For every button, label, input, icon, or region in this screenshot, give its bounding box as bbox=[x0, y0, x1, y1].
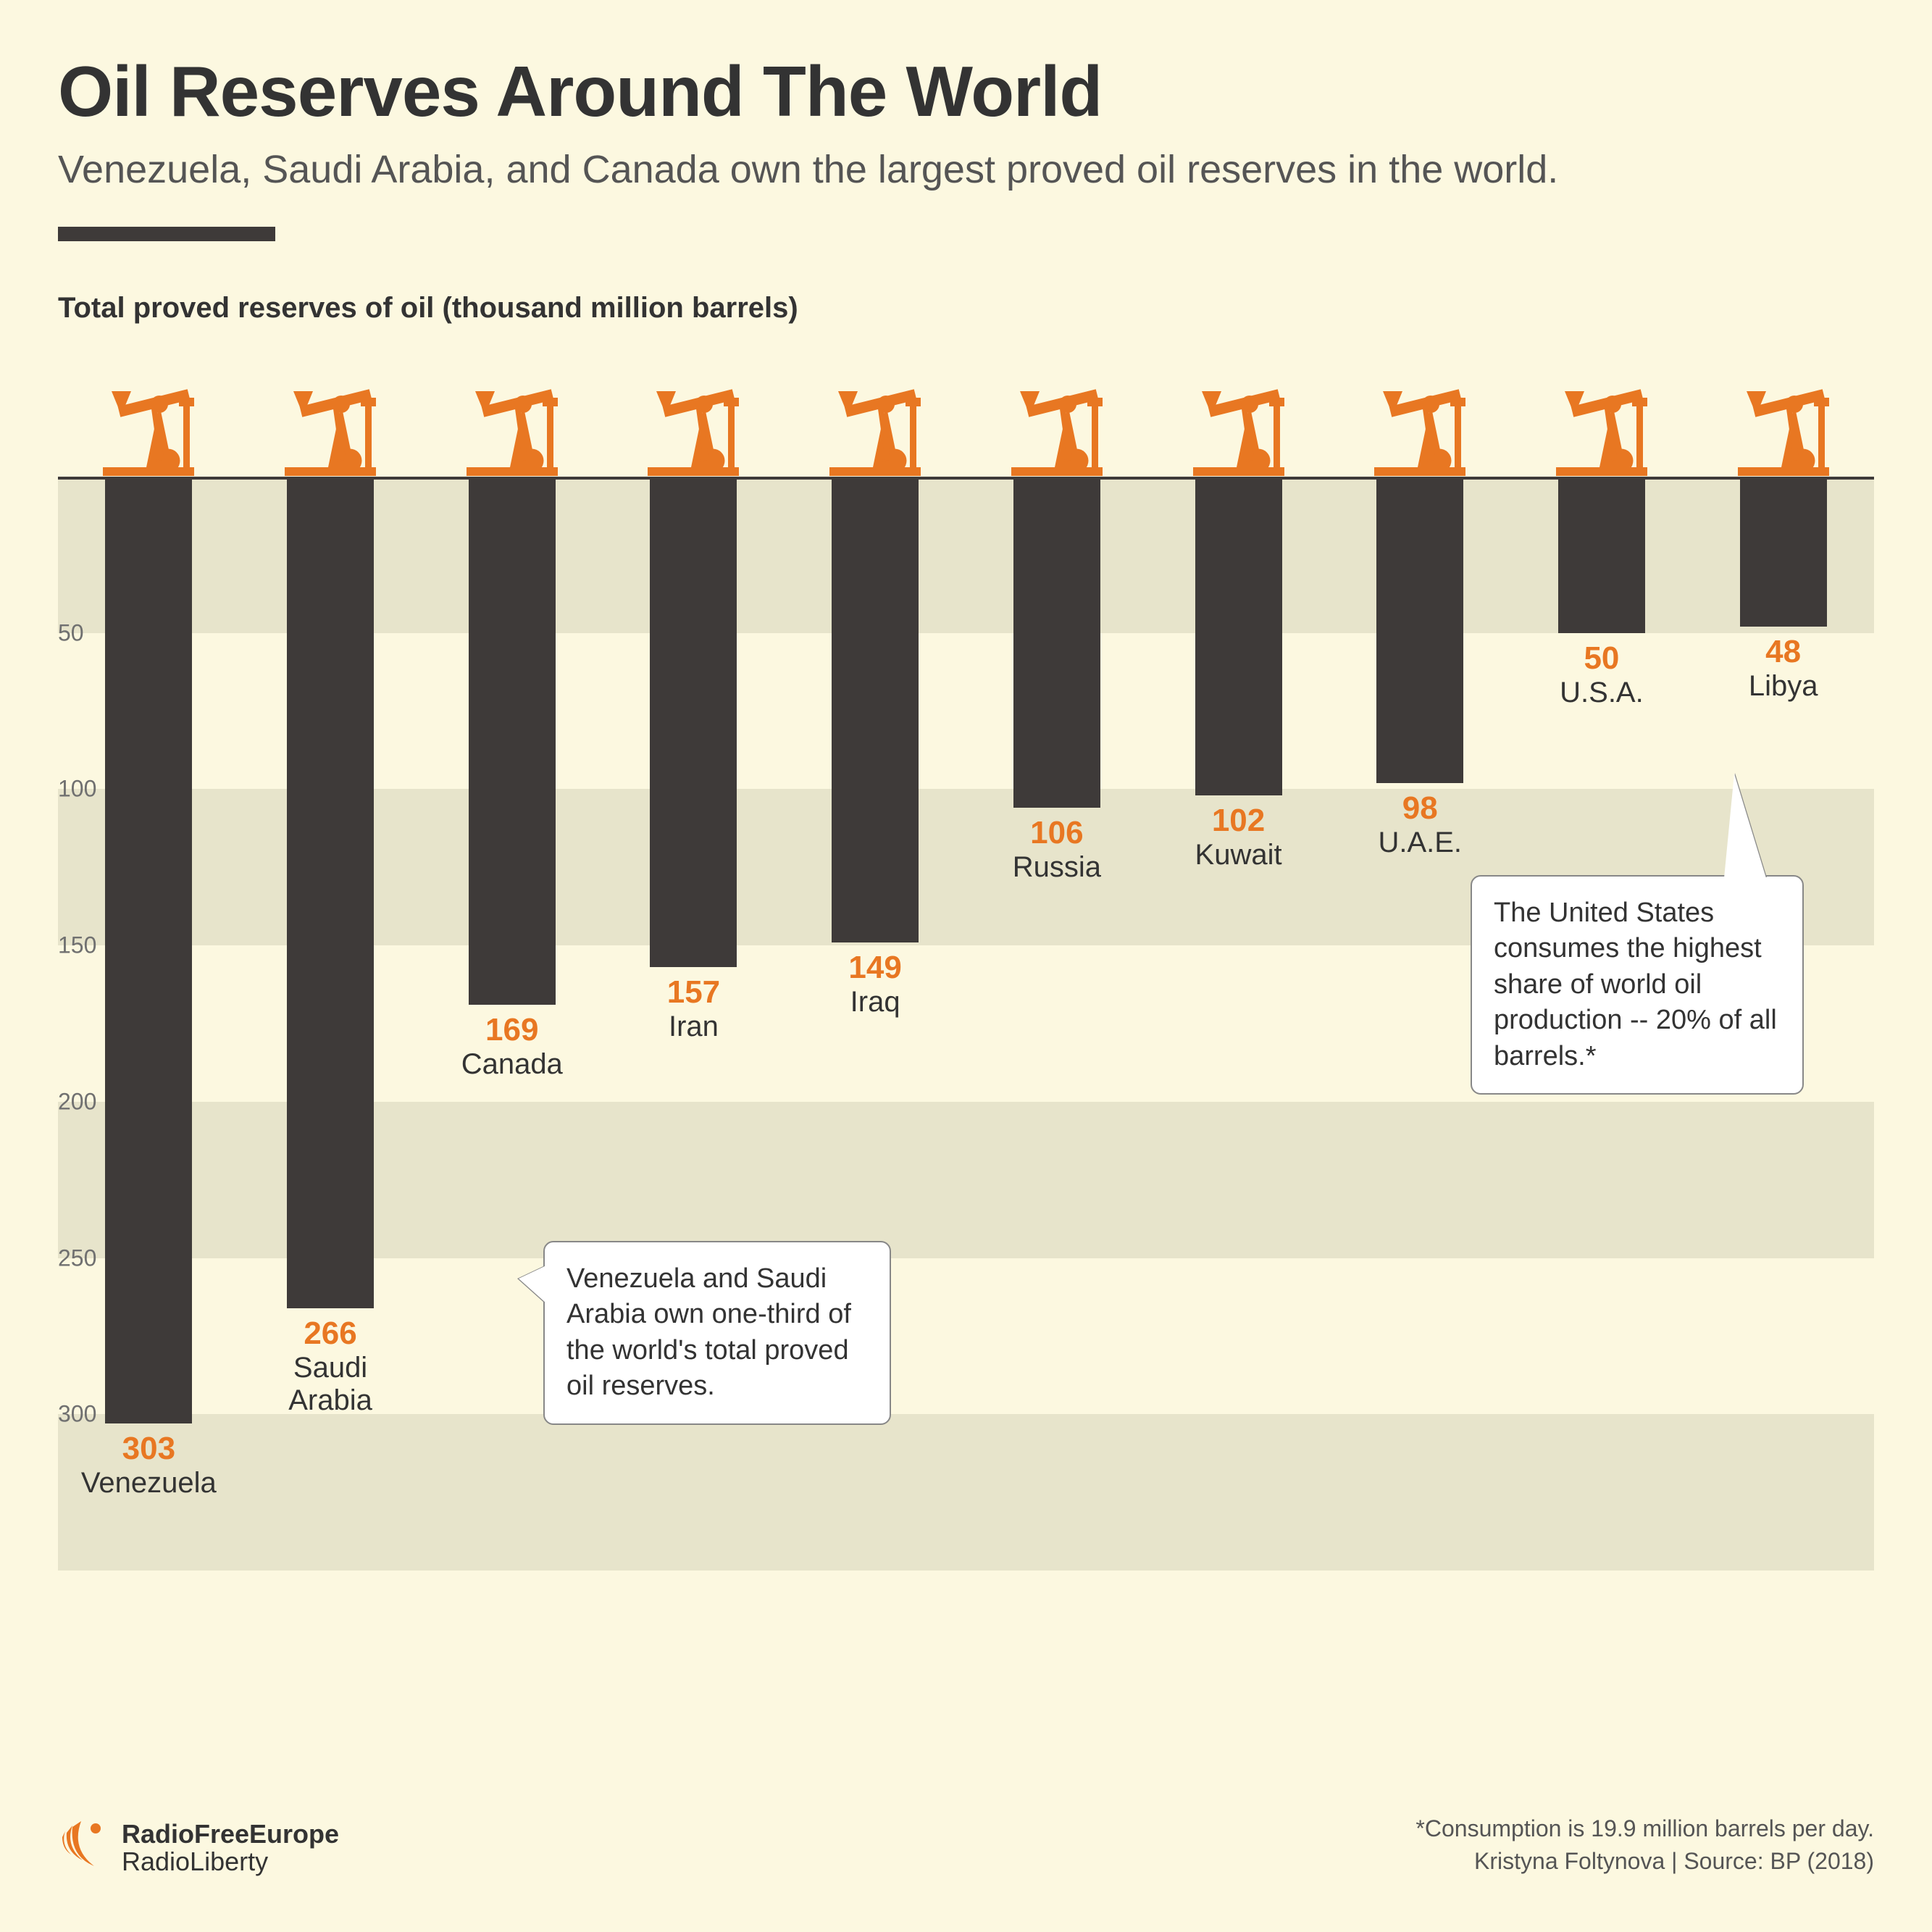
pumpjack-icon-wrap bbox=[458, 372, 566, 484]
reserve-bar bbox=[1013, 477, 1100, 808]
reserve-bar bbox=[105, 477, 192, 1423]
pumpjack-icon bbox=[458, 372, 566, 480]
reserve-bar bbox=[1195, 477, 1282, 795]
pumpjack-icon-wrap bbox=[639, 372, 748, 484]
y-tick-label: 100 bbox=[58, 776, 96, 803]
bar-category: Canada bbox=[461, 1048, 563, 1081]
bar-label: 303Venezuela bbox=[81, 1431, 217, 1500]
bar-label: 50U.S.A. bbox=[1560, 640, 1644, 709]
pumpjack-icon bbox=[1729, 372, 1838, 480]
bar-value: 106 bbox=[1013, 815, 1101, 851]
bar-value: 102 bbox=[1195, 803, 1282, 839]
bar-category: U.S.A. bbox=[1560, 677, 1644, 709]
y-tick-label: 300 bbox=[58, 1401, 96, 1428]
brand-text: RadioFreeEurope RadioLiberty bbox=[122, 1820, 339, 1875]
bar-category: Libya bbox=[1749, 670, 1818, 703]
reserve-bar bbox=[469, 477, 556, 1005]
callout-tail bbox=[519, 1266, 546, 1303]
bar-label: 266Saudi Arabia bbox=[288, 1316, 372, 1417]
page-title: Oil Reserves Around The World bbox=[58, 51, 1874, 133]
reserve-bar bbox=[1740, 477, 1827, 627]
pumpjack-icon-wrap bbox=[821, 372, 929, 484]
y-tick-label: 150 bbox=[58, 932, 96, 959]
footnote: *Consumption is 19.9 million barrels per… bbox=[1415, 1812, 1874, 1845]
reserves-chart: 50 100 150 200 250 300 303Venezuela 266Saudi … bbox=[58, 368, 1874, 1571]
bar-category: Saudi Arabia bbox=[288, 1352, 372, 1417]
infographic-page: Oil Reserves Around The World Venezuela,… bbox=[0, 0, 1932, 1932]
pumpjack-icon-wrap bbox=[276, 372, 385, 484]
y-tick-label: 50 bbox=[58, 619, 84, 646]
title-divider bbox=[58, 227, 275, 241]
bar-category: Venezuela bbox=[81, 1467, 217, 1500]
pumpjack-icon bbox=[1184, 372, 1293, 480]
pumpjack-icon-wrap bbox=[1366, 372, 1474, 484]
pumpjack-icon bbox=[94, 372, 203, 480]
bar-value: 98 bbox=[1378, 790, 1462, 827]
reserve-bar bbox=[1558, 477, 1645, 633]
callout-box: Venezuela and Saudi Arabia own one-third… bbox=[543, 1241, 891, 1425]
bar-label: 157Iran bbox=[667, 974, 720, 1043]
axis-title: Total proved reserves of oil (thousand m… bbox=[58, 292, 1874, 325]
reserve-bar bbox=[650, 477, 737, 967]
grid-band bbox=[58, 1414, 1874, 1571]
footer-credit: *Consumption is 19.9 million barrels per… bbox=[1415, 1812, 1874, 1878]
bar-category: Kuwait bbox=[1195, 839, 1282, 871]
bar-value: 169 bbox=[461, 1012, 563, 1048]
bar-value: 157 bbox=[667, 974, 720, 1011]
brand-line1: RadioFreeEurope bbox=[122, 1820, 339, 1848]
pumpjack-icon bbox=[821, 372, 929, 480]
bar-label: 98U.A.E. bbox=[1378, 790, 1462, 859]
credit-line: Kristyna Foltynova | Source: BP (2018) bbox=[1415, 1845, 1874, 1878]
y-tick-label: 250 bbox=[58, 1245, 96, 1271]
bar-value: 149 bbox=[848, 950, 901, 986]
callout-box: The United States consumes the highest s… bbox=[1471, 875, 1804, 1095]
bar-label: 149Iraq bbox=[848, 950, 901, 1019]
bar-label: 169Canada bbox=[461, 1012, 563, 1081]
pumpjack-icon bbox=[639, 372, 748, 480]
reserve-bar bbox=[832, 477, 919, 942]
pumpjack-icon-wrap bbox=[1547, 372, 1656, 484]
bar-label: 106Russia bbox=[1013, 815, 1101, 884]
reserve-bar bbox=[1376, 477, 1463, 783]
bar-value: 303 bbox=[81, 1431, 217, 1467]
bar-category: Iran bbox=[667, 1011, 720, 1043]
bar-category: Iraq bbox=[848, 986, 901, 1019]
page-subtitle: Venezuela, Saudi Arabia, and Canada own … bbox=[58, 147, 1874, 192]
bar-label: 48Libya bbox=[1749, 634, 1818, 703]
pumpjack-icon bbox=[1366, 372, 1474, 480]
rferl-logo-icon bbox=[58, 1818, 109, 1878]
bar-value: 48 bbox=[1749, 634, 1818, 670]
pumpjack-icon-wrap bbox=[1184, 372, 1293, 484]
bar-value: 266 bbox=[288, 1316, 372, 1352]
axis-baseline bbox=[58, 477, 1874, 480]
bar-label: 102Kuwait bbox=[1195, 803, 1282, 871]
pumpjack-icon-wrap bbox=[1003, 372, 1111, 484]
footer-brand: RadioFreeEurope RadioLiberty bbox=[58, 1818, 339, 1878]
bar-value: 50 bbox=[1560, 640, 1644, 677]
pumpjack-icon bbox=[1003, 372, 1111, 480]
reserve-bar bbox=[287, 477, 374, 1308]
bar-category: Russia bbox=[1013, 851, 1101, 884]
pumpjack-icon-wrap bbox=[1729, 372, 1838, 484]
pumpjack-icon-wrap bbox=[94, 372, 203, 484]
brand-line2: RadioLiberty bbox=[122, 1848, 339, 1875]
pumpjack-icon bbox=[276, 372, 385, 480]
bar-category: U.A.E. bbox=[1378, 827, 1462, 859]
pumpjack-icon bbox=[1547, 372, 1656, 480]
callout-tail bbox=[1724, 774, 1766, 878]
y-tick-label: 200 bbox=[58, 1088, 96, 1115]
